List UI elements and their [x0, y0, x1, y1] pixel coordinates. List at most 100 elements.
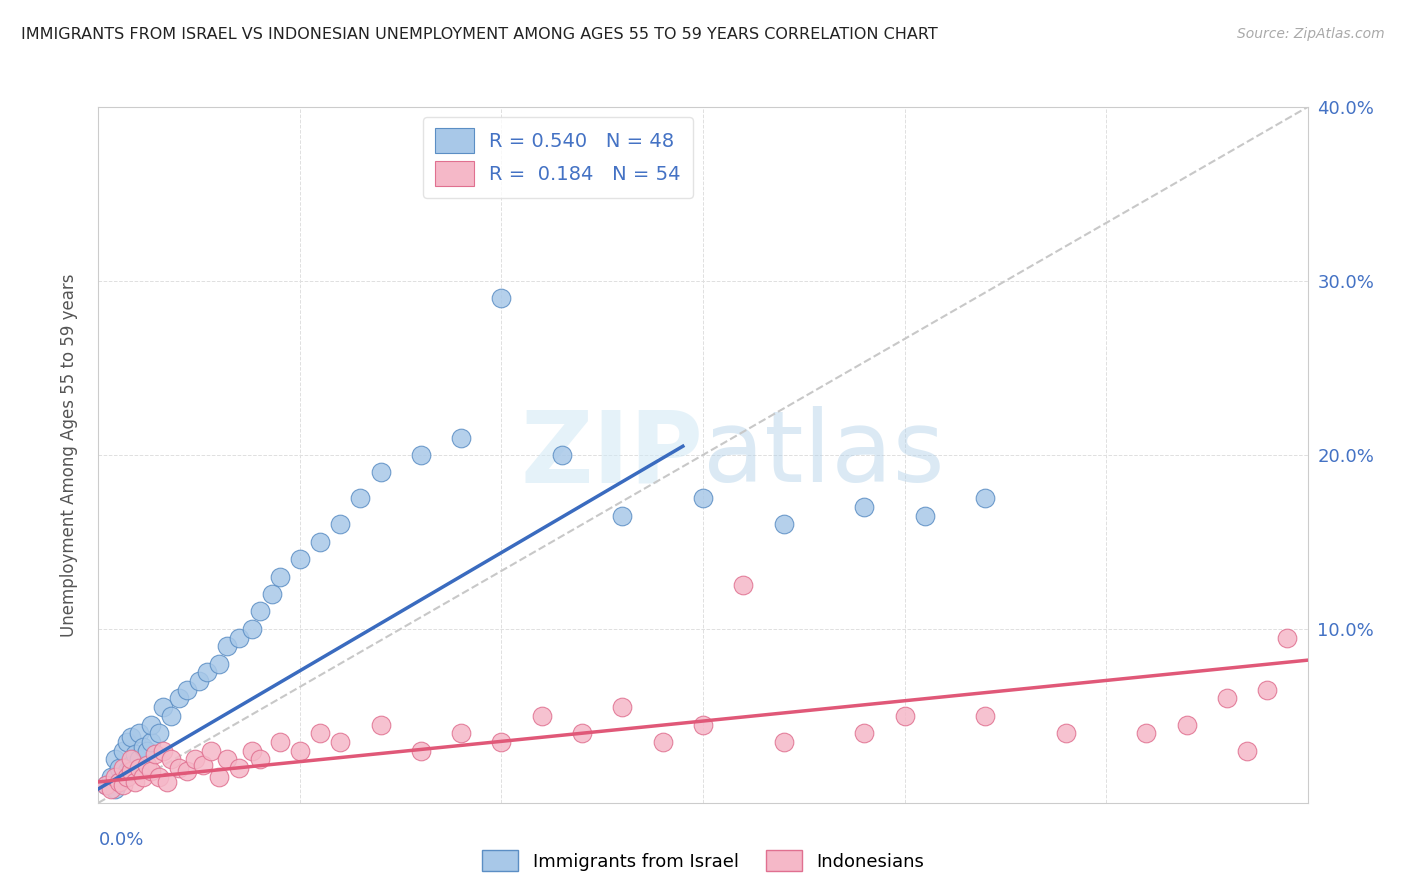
Y-axis label: Unemployment Among Ages 55 to 59 years: Unemployment Among Ages 55 to 59 years: [59, 273, 77, 637]
Point: [152, 744, 174, 758]
Point: [309, 726, 332, 740]
Point: [530, 708, 553, 723]
Point: [120, 730, 142, 744]
Point: [240, 622, 263, 636]
Point: [893, 708, 915, 723]
Point: [269, 570, 291, 584]
Point: [370, 466, 392, 480]
Point: [124, 775, 146, 789]
Point: [128, 726, 150, 740]
Point: [100, 781, 122, 796]
Point: [491, 291, 513, 305]
Point: [491, 735, 513, 749]
Point: [132, 770, 155, 784]
Point: [240, 744, 263, 758]
Point: [128, 761, 150, 775]
Point: [139, 735, 162, 749]
Point: [228, 631, 250, 645]
Point: [450, 726, 472, 740]
Text: IMMIGRANTS FROM ISRAEL VS INDONESIAN UNEMPLOYMENT AMONG AGES 55 TO 59 YEARS CORR: IMMIGRANTS FROM ISRAEL VS INDONESIAN UNE…: [21, 27, 938, 42]
Point: [612, 508, 634, 523]
Point: [107, 761, 129, 775]
Point: [96, 778, 118, 792]
Point: [135, 757, 157, 772]
Point: [139, 764, 162, 779]
Point: [309, 534, 332, 549]
Legend: R = 0.540   N = 48, R =  0.184   N = 54: R = 0.540 N = 48, R = 0.184 N = 54: [423, 117, 693, 198]
Point: [409, 744, 432, 758]
Point: [107, 775, 129, 789]
Point: [217, 639, 239, 653]
Point: [571, 726, 593, 740]
Point: [184, 752, 207, 766]
Point: [217, 752, 239, 766]
Point: [132, 740, 155, 755]
Point: [269, 735, 291, 749]
Point: [208, 770, 231, 784]
Point: [853, 500, 876, 514]
Point: [288, 744, 311, 758]
Point: [120, 757, 142, 772]
Point: [692, 717, 714, 731]
Point: [124, 747, 146, 761]
Point: [612, 700, 634, 714]
Point: [329, 517, 352, 532]
Point: [96, 778, 118, 792]
Point: [974, 708, 997, 723]
Point: [156, 775, 179, 789]
Point: [974, 491, 997, 506]
Point: [120, 764, 142, 779]
Point: [195, 665, 218, 680]
Point: [167, 691, 190, 706]
Point: [152, 700, 174, 714]
Point: [103, 781, 125, 796]
Point: [103, 752, 125, 766]
Point: [1054, 726, 1077, 740]
Point: [260, 587, 283, 601]
Point: [288, 552, 311, 566]
Point: [148, 770, 170, 784]
Point: [249, 605, 271, 619]
Point: [249, 752, 271, 766]
Point: [139, 717, 162, 731]
Point: [148, 726, 170, 740]
Point: [103, 770, 125, 784]
Point: [1256, 682, 1278, 697]
Point: [651, 735, 673, 749]
Point: [1175, 717, 1198, 731]
Point: [772, 735, 794, 749]
Point: [111, 770, 134, 784]
Point: [160, 708, 183, 723]
Point: [772, 517, 794, 532]
Point: [115, 770, 138, 784]
Text: 0.0%: 0.0%: [98, 830, 143, 848]
Point: [329, 735, 352, 749]
Point: [853, 726, 876, 740]
Point: [111, 778, 134, 792]
Point: [200, 744, 222, 758]
Point: [1236, 744, 1258, 758]
Point: [176, 682, 198, 697]
Point: [167, 761, 190, 775]
Point: [349, 491, 371, 506]
Point: [107, 775, 129, 789]
Point: [160, 752, 183, 766]
Text: Source: ZipAtlas.com: Source: ZipAtlas.com: [1237, 27, 1385, 41]
Point: [450, 431, 472, 445]
Point: [733, 578, 755, 592]
Point: [115, 764, 138, 779]
Point: [120, 752, 142, 766]
Point: [1216, 691, 1239, 706]
Point: [228, 761, 250, 775]
Text: ZIP: ZIP: [520, 407, 703, 503]
Point: [1135, 726, 1157, 740]
Point: [692, 491, 714, 506]
Point: [135, 744, 157, 758]
Point: [111, 761, 134, 775]
Point: [128, 752, 150, 766]
Point: [188, 674, 211, 689]
Point: [176, 764, 198, 779]
Point: [143, 747, 166, 761]
Point: [1277, 631, 1299, 645]
Point: [111, 744, 134, 758]
